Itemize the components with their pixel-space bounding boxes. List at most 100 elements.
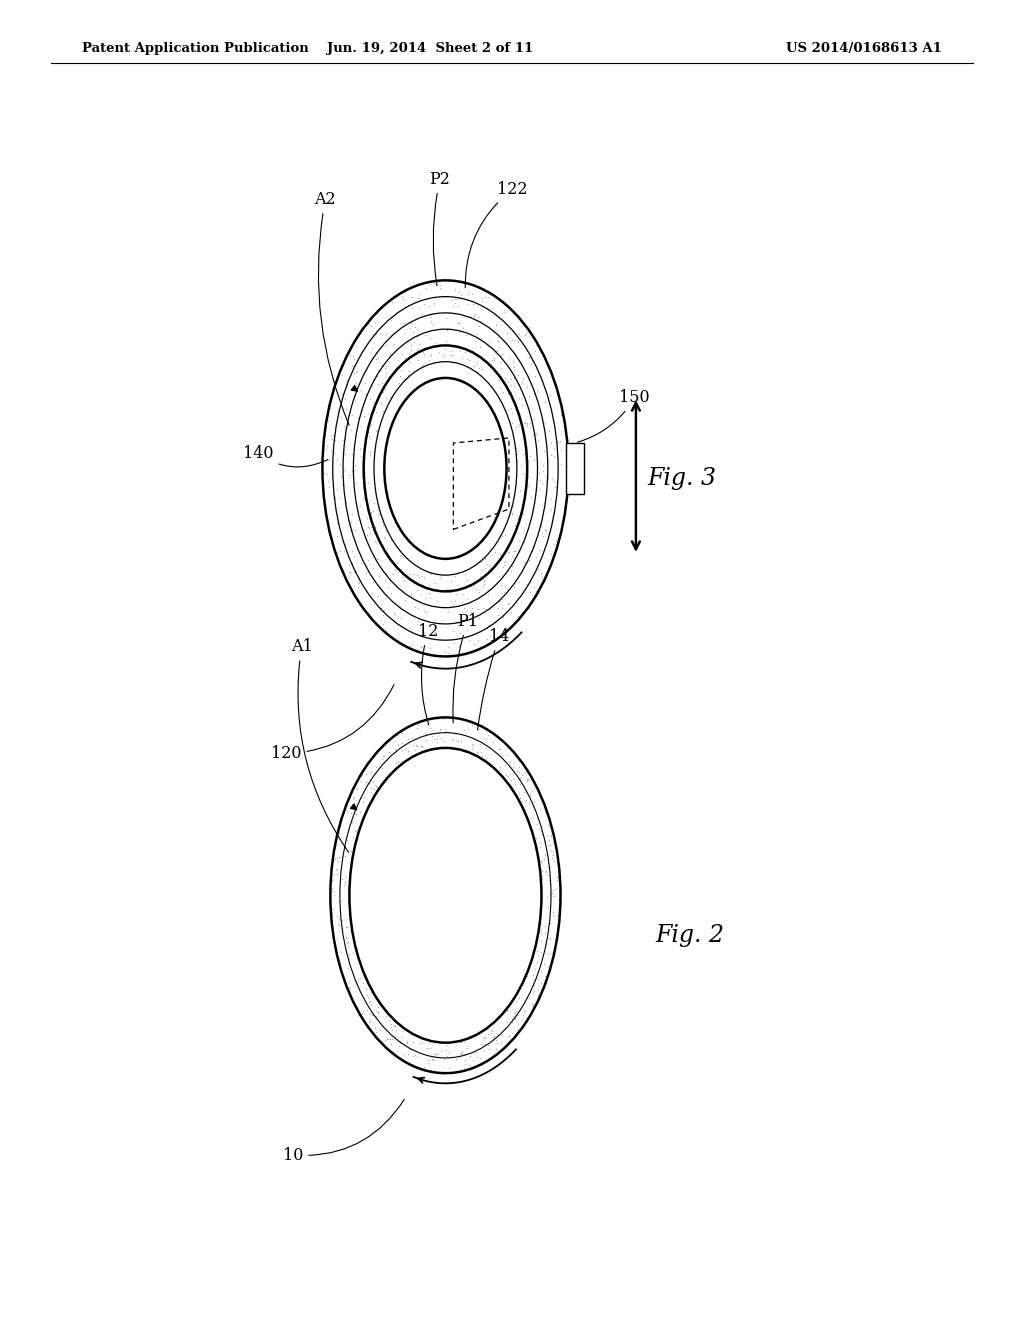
Point [482,1020,499,1041]
Point [400,729,417,750]
Point [339,830,355,851]
Point [435,597,452,618]
Point [542,384,558,405]
Point [368,1022,384,1043]
Point [504,758,520,779]
Point [422,327,438,348]
Point [488,1030,505,1051]
Point [451,313,467,334]
Point [480,614,497,635]
Point [536,847,552,869]
Point [498,764,514,785]
Point [512,480,528,502]
Point [506,356,522,378]
Point [463,1057,479,1078]
Point [403,286,420,308]
Point [529,968,546,989]
Point [404,564,421,585]
Point [348,372,365,393]
Point [449,574,465,595]
Point [377,583,393,605]
Point [504,556,520,577]
Point [438,319,455,341]
Point [343,420,359,441]
Point [409,579,425,601]
Point [326,884,342,906]
Point [519,437,536,458]
Point [403,313,420,334]
Point [387,759,403,780]
Point [471,607,487,628]
Point [492,590,508,611]
Point [370,1027,386,1048]
Point [518,376,535,397]
Point [394,288,411,309]
Point [375,1015,391,1036]
Point [369,420,385,441]
Point [438,1045,455,1067]
Point [531,836,548,857]
Point [437,579,454,601]
Point [347,804,364,825]
Point [517,325,534,346]
Point [520,450,537,471]
Point [529,380,546,401]
Point [407,1024,423,1045]
Point [493,549,509,570]
Point [512,768,528,789]
Point [368,323,384,345]
Point [544,841,560,862]
Point [422,273,438,294]
Point [552,519,568,540]
Point [520,770,537,791]
Point [362,994,379,1015]
Point [426,737,442,758]
Point [381,548,397,569]
Point [375,614,391,635]
Point [370,997,386,1018]
Point [360,517,377,539]
Point [331,908,347,929]
Point [459,348,475,370]
Point [457,1053,473,1074]
Text: 14: 14 [477,628,510,730]
Point [534,494,550,515]
Point [377,379,393,400]
Point [477,548,494,569]
Point [348,362,365,383]
Point [378,323,394,345]
Point [493,358,509,379]
Point [370,548,386,569]
Point [496,581,512,602]
Point [510,606,526,627]
Point [474,746,490,767]
Point [349,577,366,598]
Point [374,408,390,429]
Point [329,859,345,880]
Point [361,1011,378,1032]
Point [344,788,360,809]
Point [447,1049,464,1071]
Point [365,500,381,521]
Point [426,610,442,631]
Point [352,968,369,989]
Point [428,729,444,750]
Point [421,296,437,317]
Point [385,1015,401,1036]
Point [520,466,537,487]
Point [422,562,438,583]
Point [500,383,516,404]
Point [446,286,463,308]
Point [458,1049,474,1071]
Point [492,1007,508,1028]
Point [329,906,345,927]
Point [452,1045,468,1067]
Point [343,504,359,525]
Point [449,583,465,605]
Point [374,372,390,393]
Point [372,317,388,338]
Point [456,1044,472,1065]
Point [476,737,493,758]
Point [359,473,376,494]
Point [511,987,527,1008]
